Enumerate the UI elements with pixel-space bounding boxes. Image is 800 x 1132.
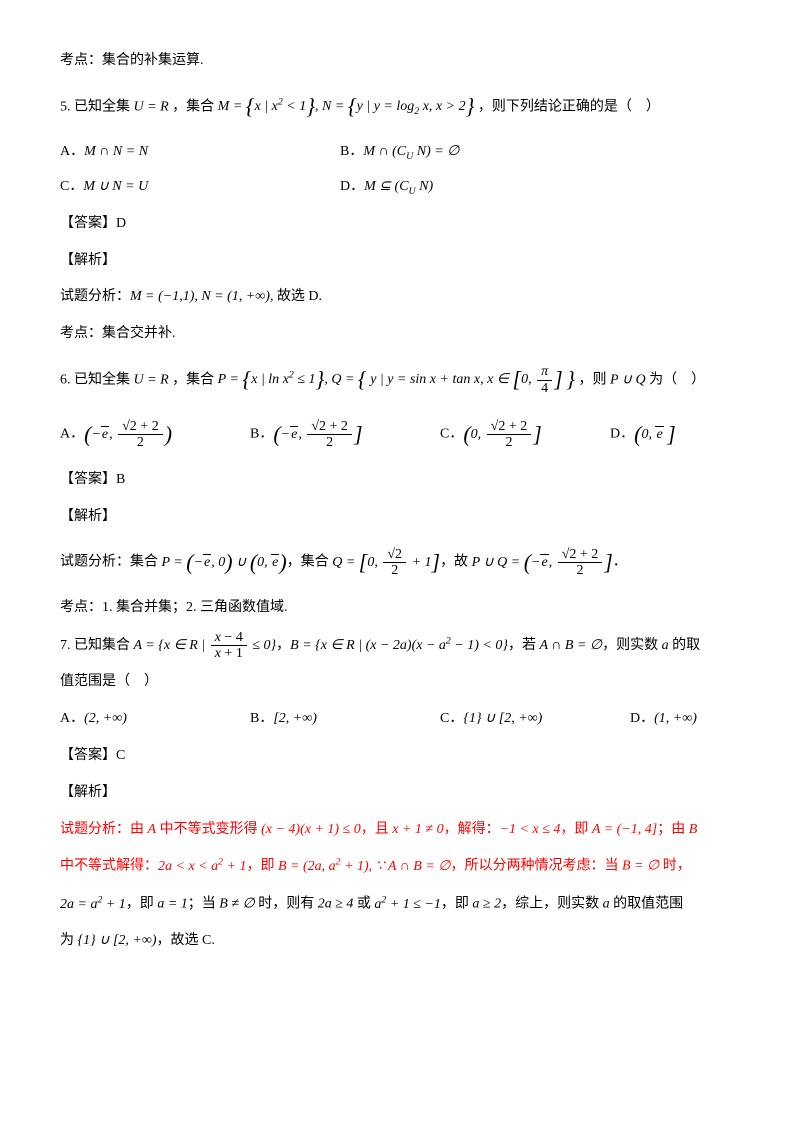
- q5-opt-c: C．M ∪ N = U: [60, 172, 340, 203]
- q6-opt-c: C．(0, √2 + 22]: [440, 410, 610, 458]
- q7-jiexi-label: 【解析】: [60, 778, 740, 809]
- q5-opt-d: D．M ⊆ (CU N): [340, 172, 433, 203]
- q5-jiexi-label: 【解析】: [60, 246, 740, 277]
- q6-stem-mid: ，集合: [172, 372, 214, 387]
- q6-stem: 6. 已知全集 U = R ，集合 P = {x | ln x2 ≤ 1}, Q…: [60, 356, 740, 404]
- q7-answer: 【答案】C: [60, 741, 740, 772]
- q6-answer: 【答案】B: [60, 465, 740, 496]
- q5-opt-a: A．M ∩ N = N: [60, 137, 340, 168]
- q7-analysis-black1: 2a = a2 + 1，即 a = 1；当 B ≠ ∅ 时，则有 2a ≥ 4 …: [60, 889, 740, 920]
- q6-opt-b: B．(−e, √2 + 22]: [250, 410, 440, 458]
- q7-analysis-black2: 为 {1} ∪ [2, +∞)，故选 C.: [60, 926, 740, 957]
- q7-opt-b: B．[2, +∞): [250, 704, 440, 735]
- q7-stem: 7. 已知集合 A = {x ∈ R | x − 4x + 1 ≤ 0}，B =…: [60, 630, 740, 662]
- q5-stem-pre: 5. 已知全集: [60, 99, 130, 114]
- q5-stem: 5. 已知全集 U = R ，集合 M = {x | x2 < 1}, N = …: [60, 83, 740, 131]
- q6-jiexi-label: 【解析】: [60, 502, 740, 533]
- q6-analysis: 试题分析：集合 P = (−e, 0) ∪ (0, e)，集合 Q = [0, …: [60, 538, 740, 586]
- q6-kaodian: 考点：1. 集合并集；2. 三角函数值域.: [60, 593, 740, 624]
- q6-opt-a: A．(−e, √2 + 22): [60, 410, 250, 458]
- q6-stem-pre: 6. 已知全集: [60, 372, 130, 387]
- q5-opt-b: B．M ∩ (CU N) = ∅: [340, 137, 459, 168]
- q5-answer: 【答案】D: [60, 209, 740, 240]
- q5-options-row2: C．M ∪ N = U D．M ⊆ (CU N): [60, 172, 740, 203]
- q7-opt-c: C．{1} ∪ [2, +∞): [440, 704, 630, 735]
- q5-stem-mid1: ，集合: [172, 99, 214, 114]
- q7-analysis-red2: 中不等式解得：2a < x < a2 + 1，即 B = (2a, a2 + 1…: [60, 851, 740, 882]
- q6-opt-d: D．(0, e ]: [610, 410, 676, 458]
- q5-analysis: 试题分析：M = (−1,1), N = (1, +∞), 故选 D.: [60, 282, 740, 313]
- q7-stem-cont: 值范围是（ ）: [60, 667, 740, 698]
- q7-opt-a: A．(2, +∞): [60, 704, 250, 735]
- q5-kaodian: 考点：集合交并补.: [60, 319, 740, 350]
- intro-kaodian: 考点：集合的补集运算.: [60, 46, 740, 77]
- q7-analysis-red1: 试题分析：由 A 中不等式变形得 (x − 4)(x + 1) ≤ 0，且 x …: [60, 815, 740, 846]
- q7-opt-d: D．(1, +∞): [630, 704, 697, 735]
- q6-options: A．(−e, √2 + 22) B．(−e, √2 + 22] C．(0, √2…: [60, 410, 740, 458]
- q5-stem-post: ，则下列结论正确的是（ ）: [478, 99, 660, 114]
- q5-options-row1: A．M ∩ N = N B．M ∩ (CU N) = ∅: [60, 137, 740, 168]
- q7-options: A．(2, +∞) B．[2, +∞) C．{1} ∪ [2, +∞) D．(1…: [60, 704, 740, 735]
